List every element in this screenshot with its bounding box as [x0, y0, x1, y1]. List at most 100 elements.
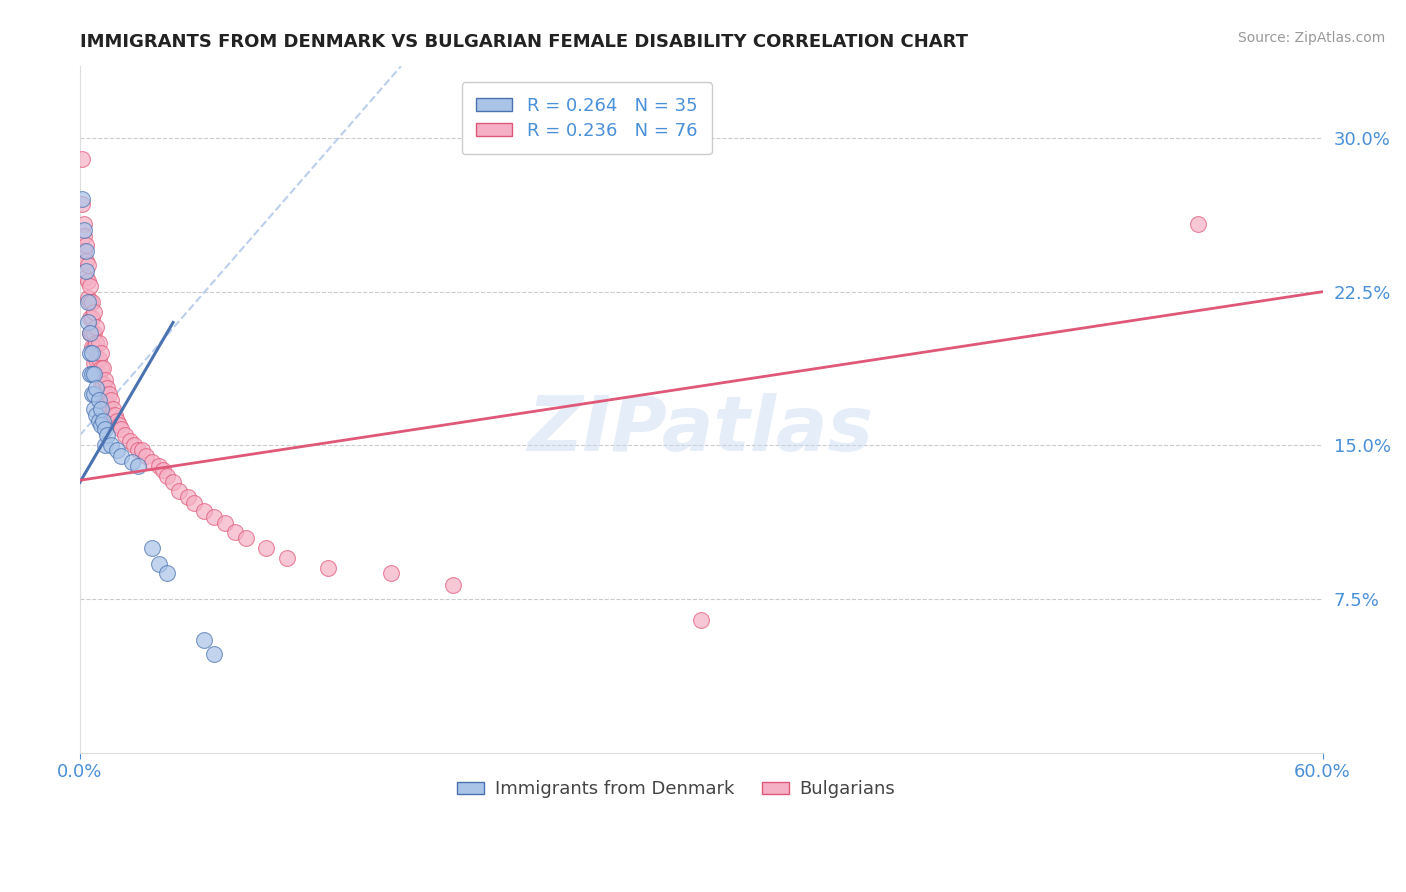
- Point: [70, 196, 93, 211]
- Point: [156, 469, 179, 483]
- Point: [77, 258, 100, 272]
- Point: [83, 401, 105, 416]
- Point: [82, 346, 104, 360]
- Point: [82, 311, 104, 326]
- Point: [77, 316, 100, 330]
- Point: [86, 319, 108, 334]
- Point: [380, 566, 402, 580]
- Point: [110, 422, 132, 436]
- Point: [77, 275, 100, 289]
- Point: [86, 381, 108, 395]
- Point: [75, 254, 97, 268]
- Point: [79, 278, 101, 293]
- Point: [83, 356, 105, 370]
- Point: [127, 442, 149, 457]
- Point: [86, 352, 108, 367]
- Point: [90, 376, 112, 391]
- Point: [105, 414, 128, 428]
- Point: [156, 566, 179, 580]
- Point: [204, 510, 226, 524]
- Point: [93, 422, 115, 436]
- Point: [87, 393, 110, 408]
- Point: [83, 367, 105, 381]
- Point: [100, 438, 122, 452]
- Point: [93, 387, 115, 401]
- Point: [79, 346, 101, 360]
- Point: [127, 458, 149, 473]
- Point: [254, 541, 277, 555]
- Point: [96, 397, 118, 411]
- Point: [82, 326, 104, 340]
- Point: [110, 449, 132, 463]
- Point: [122, 438, 145, 452]
- Point: [87, 414, 110, 428]
- Point: [91, 414, 114, 428]
- Point: [118, 434, 141, 449]
- Point: [193, 633, 215, 648]
- Point: [73, 223, 96, 237]
- Point: [87, 367, 110, 381]
- Point: [87, 335, 110, 350]
- Text: IMMIGRANTS FROM DENMARK VS BULGARIAN FEMALE DISABILITY CORRELATION CHART: IMMIGRANTS FROM DENMARK VS BULGARIAN FEM…: [80, 33, 967, 51]
- Point: [148, 458, 170, 473]
- Point: [141, 455, 163, 469]
- Point: [79, 311, 101, 326]
- Point: [91, 393, 114, 408]
- Point: [73, 217, 96, 231]
- Point: [75, 244, 97, 258]
- Point: [183, 496, 205, 510]
- Point: [96, 428, 118, 442]
- Point: [86, 408, 108, 422]
- Point: [318, 561, 340, 575]
- Point: [152, 463, 174, 477]
- Point: [91, 360, 114, 375]
- Point: [100, 408, 122, 422]
- Point: [224, 524, 246, 539]
- Point: [75, 237, 97, 252]
- Point: [121, 455, 143, 469]
- Point: [70, 193, 93, 207]
- Point: [79, 367, 101, 381]
- Point: [87, 352, 110, 367]
- Legend: Immigrants from Denmark, Bulgarians: Immigrants from Denmark, Bulgarians: [450, 773, 903, 805]
- Point: [90, 417, 112, 432]
- Point: [105, 442, 128, 457]
- Point: [148, 558, 170, 572]
- Point: [104, 408, 127, 422]
- Point: [83, 387, 105, 401]
- Point: [83, 340, 105, 354]
- Point: [176, 490, 198, 504]
- Point: [214, 516, 236, 531]
- Point: [108, 417, 131, 432]
- Point: [93, 373, 115, 387]
- Point: [162, 475, 184, 490]
- Point: [79, 326, 101, 340]
- Point: [441, 578, 464, 592]
- Point: [1187, 217, 1209, 231]
- Point: [90, 346, 112, 360]
- Point: [90, 401, 112, 416]
- Point: [276, 551, 298, 566]
- Point: [73, 229, 96, 244]
- Point: [91, 376, 114, 391]
- Point: [82, 387, 104, 401]
- Point: [141, 541, 163, 555]
- Point: [86, 335, 108, 350]
- Point: [96, 381, 118, 395]
- Point: [83, 305, 105, 319]
- Point: [100, 393, 122, 408]
- Point: [75, 270, 97, 285]
- Point: [114, 428, 136, 442]
- Point: [690, 613, 713, 627]
- Point: [97, 387, 120, 401]
- Point: [101, 401, 124, 416]
- Text: Source: ZipAtlas.com: Source: ZipAtlas.com: [1237, 31, 1385, 45]
- Point: [90, 360, 112, 375]
- Text: ZIPatlas: ZIPatlas: [529, 393, 875, 467]
- Point: [83, 326, 105, 340]
- Point: [77, 295, 100, 310]
- Point: [77, 291, 100, 305]
- Point: [204, 648, 226, 662]
- Point: [169, 483, 191, 498]
- Point: [79, 326, 101, 340]
